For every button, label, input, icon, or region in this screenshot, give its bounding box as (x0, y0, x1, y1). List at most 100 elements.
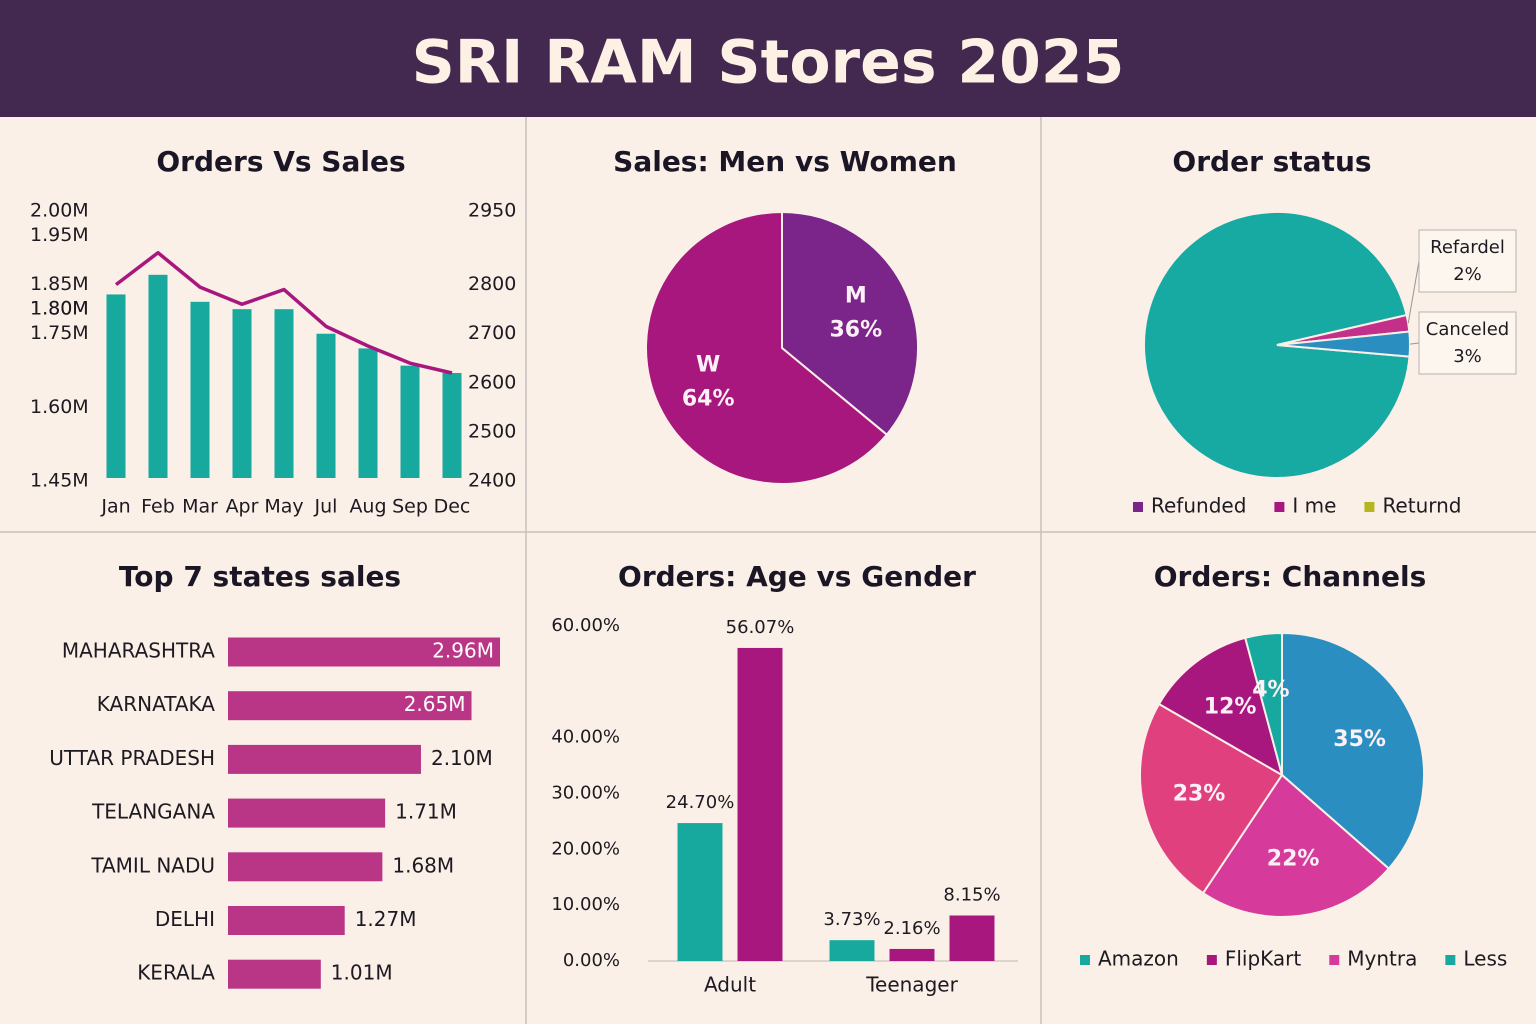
legend-swatch (1206, 955, 1217, 965)
callout-box (1418, 229, 1517, 293)
bar (228, 906, 345, 935)
bar (228, 744, 421, 774)
legend-swatch (1445, 955, 1456, 965)
panel-title: Order status (1172, 145, 1371, 178)
x-tick-label: Jul (314, 496, 338, 518)
slice-label: W (696, 353, 720, 378)
bar (737, 647, 783, 961)
x-tick-label: May (264, 496, 303, 518)
y-tick-label: 1.80M (30, 298, 89, 320)
bar (228, 637, 500, 667)
state-label: KERALA (137, 961, 215, 985)
callout-box (1418, 311, 1517, 375)
value-label: 1.68M (392, 853, 454, 877)
pie-slice (1157, 636, 1284, 778)
y2-tick-label: 2600 (468, 371, 516, 393)
y-tick-label: 10.00% (551, 894, 620, 915)
state-label: KARNATAKA (97, 692, 216, 716)
bar (677, 823, 723, 961)
y-tick-label: 1.95M (30, 224, 89, 246)
y-tick-label: 30.00% (551, 783, 620, 804)
bar (442, 373, 462, 478)
legend-label: Amazon (1098, 947, 1179, 971)
pie-slice (645, 210, 889, 485)
x-tick-label: Feb (141, 496, 175, 518)
bar (228, 691, 472, 721)
bar (232, 309, 252, 478)
bar (190, 301, 210, 478)
state-label: TAMIL NADU (90, 853, 215, 877)
value-label: 24.70% (666, 792, 735, 813)
callout-value: 2% (1453, 264, 1482, 285)
panel-title: Orders Vs Sales (156, 145, 405, 178)
value-label: 1.01M (331, 961, 393, 985)
bar (400, 365, 420, 478)
bar (106, 294, 126, 478)
y-tick-label: 1.60M (30, 396, 89, 418)
y-tick-label: 1.45M (30, 470, 89, 492)
value-label: 2.16% (883, 918, 940, 939)
state-label: MAHARASHTRA (62, 639, 215, 663)
pie-slice (1201, 773, 1391, 918)
y2-tick-label: 2800 (468, 273, 516, 295)
x-tick-label: Sep (392, 496, 428, 518)
slice-label: M (845, 283, 867, 308)
slice-value: 36% (829, 317, 882, 342)
value-label: 8.15% (943, 884, 1000, 905)
y-tick-label: 1.75M (30, 322, 89, 344)
value-label: 56.07% (726, 617, 795, 638)
x-tick-label: Adult (704, 973, 756, 997)
state-label: TELANGANA (91, 800, 215, 824)
y-tick-label: 40.00% (551, 727, 620, 748)
slice-value: 22% (1267, 846, 1320, 871)
legend-label: I me (1292, 494, 1336, 518)
legend-label: Returnd (1382, 494, 1461, 518)
slice-value: 23% (1173, 781, 1226, 806)
callout-line (1409, 342, 1420, 345)
slice-value: 35% (1333, 727, 1386, 752)
y-tick-label: 1.85M (30, 273, 89, 295)
y-tick-label: 20.00% (551, 838, 620, 859)
panel-title: Top 7 states sales (119, 560, 401, 593)
y-tick-label: 0.00% (563, 950, 620, 971)
y2-tick-label: 2950 (468, 200, 516, 222)
legend-swatch (1364, 502, 1375, 512)
y2-tick-label: 2400 (468, 470, 516, 492)
y-tick-label: 1.80M (30, 298, 89, 320)
state-label: UTTAR PRADESH (49, 746, 215, 770)
callout-label: Canceled (1426, 319, 1509, 340)
y-tick-label: 60.00% (551, 615, 620, 636)
slice-value: 12% (1204, 694, 1257, 719)
x-tick-label: Teenager (865, 973, 958, 997)
header-bar (0, 0, 1536, 117)
x-tick-label: Mar (182, 496, 218, 518)
bar (829, 940, 875, 961)
pie-slice (1143, 211, 1411, 479)
legend-label: Refunded (1151, 494, 1246, 518)
legend-label: Less (1463, 947, 1507, 971)
y2-tick-label: 2700 (468, 322, 516, 344)
panel-title: Orders: Age vs Gender (618, 560, 976, 593)
pie-slice (1276, 330, 1411, 358)
bar (316, 333, 336, 478)
pie-slice (1244, 631, 1283, 776)
x-tick-label: Aug (349, 496, 386, 518)
x-tick-label: Dec (434, 496, 471, 518)
bar (148, 274, 168, 478)
bar (228, 798, 386, 828)
legend-swatch (1329, 955, 1340, 965)
value-label: 2.10M (431, 746, 493, 770)
value-label: 2.96M (432, 639, 494, 663)
bar (358, 348, 378, 478)
state-label: DELHI (155, 907, 215, 931)
bar (228, 959, 321, 989)
x-tick-label: Apr (226, 496, 259, 518)
legend-label: Myntra (1347, 947, 1417, 971)
legend-swatch (1080, 955, 1090, 965)
legend-label: FlipKart (1225, 947, 1302, 971)
bar (889, 948, 935, 961)
value-label: 1.27M (355, 907, 417, 931)
pie-slice (1281, 631, 1425, 871)
